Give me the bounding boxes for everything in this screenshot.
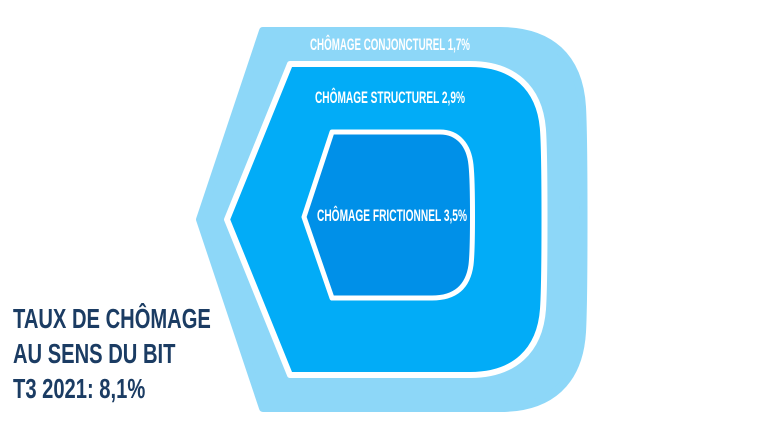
label-chomage-conjoncturel: CHÔMAGE CONJONCTUREL 1,7%: [310, 35, 470, 54]
chart-title: TAUX DE CHÔMAGE AU SENS DU BIT T3 2021: …: [13, 301, 211, 406]
chart-title-line-3: T3 2021: 8,1%: [13, 373, 146, 404]
label-chomage-structurel: CHÔMAGE STRUCTUREL 2,9%: [315, 88, 465, 107]
chart-title-line-2: AU SENS DU BIT: [13, 338, 176, 369]
shape-chomage-frictionnel: [301, 129, 475, 301]
label-chomage-frictionnel: CHÔMAGE FRICTIONNEL 3,5%: [317, 206, 467, 225]
chart-title-line-1: TAUX DE CHÔMAGE: [13, 303, 211, 334]
